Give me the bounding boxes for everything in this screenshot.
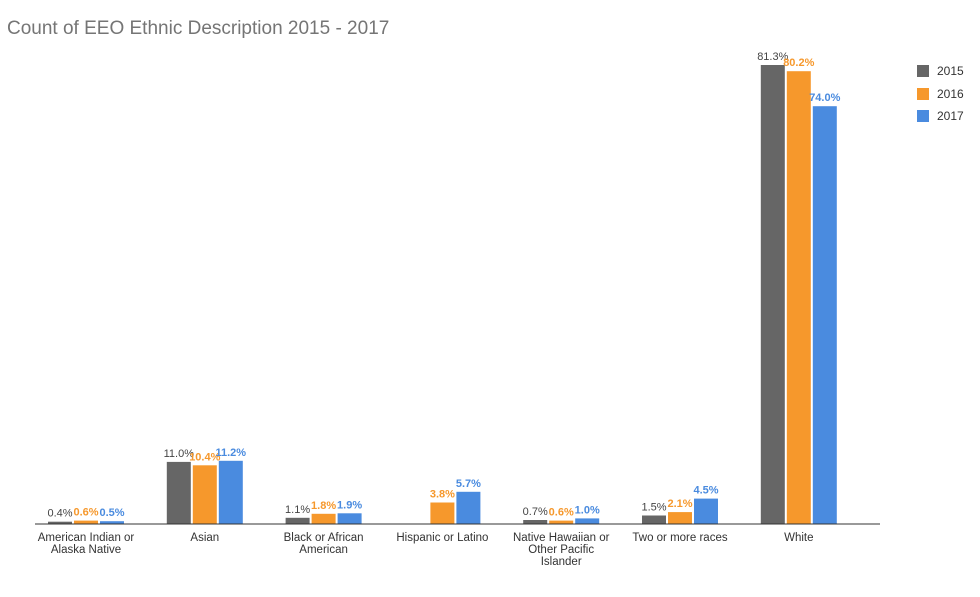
legend-label-2017: 2017 — [937, 109, 964, 124]
category-label-2: Black or African — [284, 532, 364, 544]
bar-2016-5 — [668, 512, 692, 524]
data-label-2017-3: 5.7% — [456, 478, 481, 490]
bar-2016-2 — [311, 513, 336, 524]
data-label-2017-2: 1.9% — [337, 499, 362, 511]
bar-2015-5 — [642, 515, 666, 524]
category-label-0: American Indian or — [38, 532, 135, 544]
data-label-2015-4: 0.7% — [523, 506, 548, 518]
legend-swatch-2017 — [917, 110, 929, 123]
category-label-4: Native Hawaiian or — [513, 532, 610, 544]
data-label-2017-5: 4.5% — [693, 485, 718, 497]
legend-item-2017: 2017 — [917, 105, 964, 128]
data-label-2015-1: 11.0% — [164, 448, 195, 460]
legend-label-2015: 2015 — [937, 64, 964, 79]
data-label-2015-0: 0.4% — [47, 508, 72, 520]
data-label-2015-2: 1.1% — [285, 504, 310, 516]
legend-item-2015: 2015 — [917, 60, 964, 83]
bar-2016-0 — [74, 520, 98, 524]
bar-2017-0 — [100, 521, 124, 524]
bar-2015-4 — [523, 520, 548, 524]
data-label-2017-1: 11.2% — [216, 447, 247, 459]
bar-2016-4 — [549, 520, 574, 524]
bar-2017-5 — [694, 498, 718, 524]
data-label-2016-2: 1.8% — [311, 500, 336, 512]
data-label-2016-1: 10.4% — [189, 451, 220, 463]
legend-swatch-2015 — [917, 65, 929, 78]
data-label-2016-5: 2.1% — [667, 498, 692, 510]
category-label-0: Alaska Native — [51, 544, 121, 556]
legend-label-2016: 2016 — [937, 86, 964, 101]
data-label-2015-6: 81.3% — [757, 51, 788, 63]
category-label-4: Other Pacific — [528, 544, 594, 556]
category-label-3: Hispanic or Latino — [396, 532, 488, 544]
bar-2016-6 — [786, 71, 811, 524]
category-label-6: White — [784, 532, 813, 544]
data-label-2017-0: 0.5% — [99, 507, 124, 519]
bar-2015-6 — [760, 65, 785, 524]
bar-2017-1 — [218, 460, 243, 524]
data-label-2016-3: 3.8% — [430, 489, 455, 501]
category-label-2: American — [299, 544, 348, 556]
data-label-2015-5: 1.5% — [641, 502, 666, 514]
bar-2016-1 — [192, 465, 217, 524]
bar-2017-2 — [337, 513, 362, 524]
bar-2017-4 — [575, 518, 600, 524]
bar-2017-6 — [812, 106, 837, 524]
category-label-5: Two or more races — [632, 532, 727, 544]
data-label-2017-4: 1.0% — [575, 504, 600, 516]
data-label-2016-4: 0.6% — [549, 507, 574, 519]
bar-2016-3 — [430, 502, 455, 524]
data-label-2017-6: 74.0% — [809, 92, 840, 104]
bar-2015-2 — [285, 517, 310, 524]
bar-2015-1 — [166, 461, 191, 524]
data-label-2016-0: 0.6% — [73, 507, 98, 519]
bar-2017-3 — [456, 491, 481, 524]
data-labels-layer: 0.4% 0.6% 0.5%11.0%10.4%11.2%1.1% 1.8% 1.9%3… — [47, 51, 840, 520]
data-label-2016-6: 80.2% — [783, 57, 814, 69]
bar-2015-0 — [48, 521, 72, 524]
bars-layer — [48, 65, 837, 524]
category-label-4: Islander — [541, 556, 582, 568]
legend-item-2016: 2016 — [917, 83, 964, 106]
category-label-1: Asian — [190, 532, 219, 544]
legend: 2015 2016 2017 — [917, 60, 964, 128]
chart-title: Count of EEO Ethnic Description 2015 - 2… — [7, 18, 390, 39]
legend-swatch-2016 — [917, 87, 929, 100]
